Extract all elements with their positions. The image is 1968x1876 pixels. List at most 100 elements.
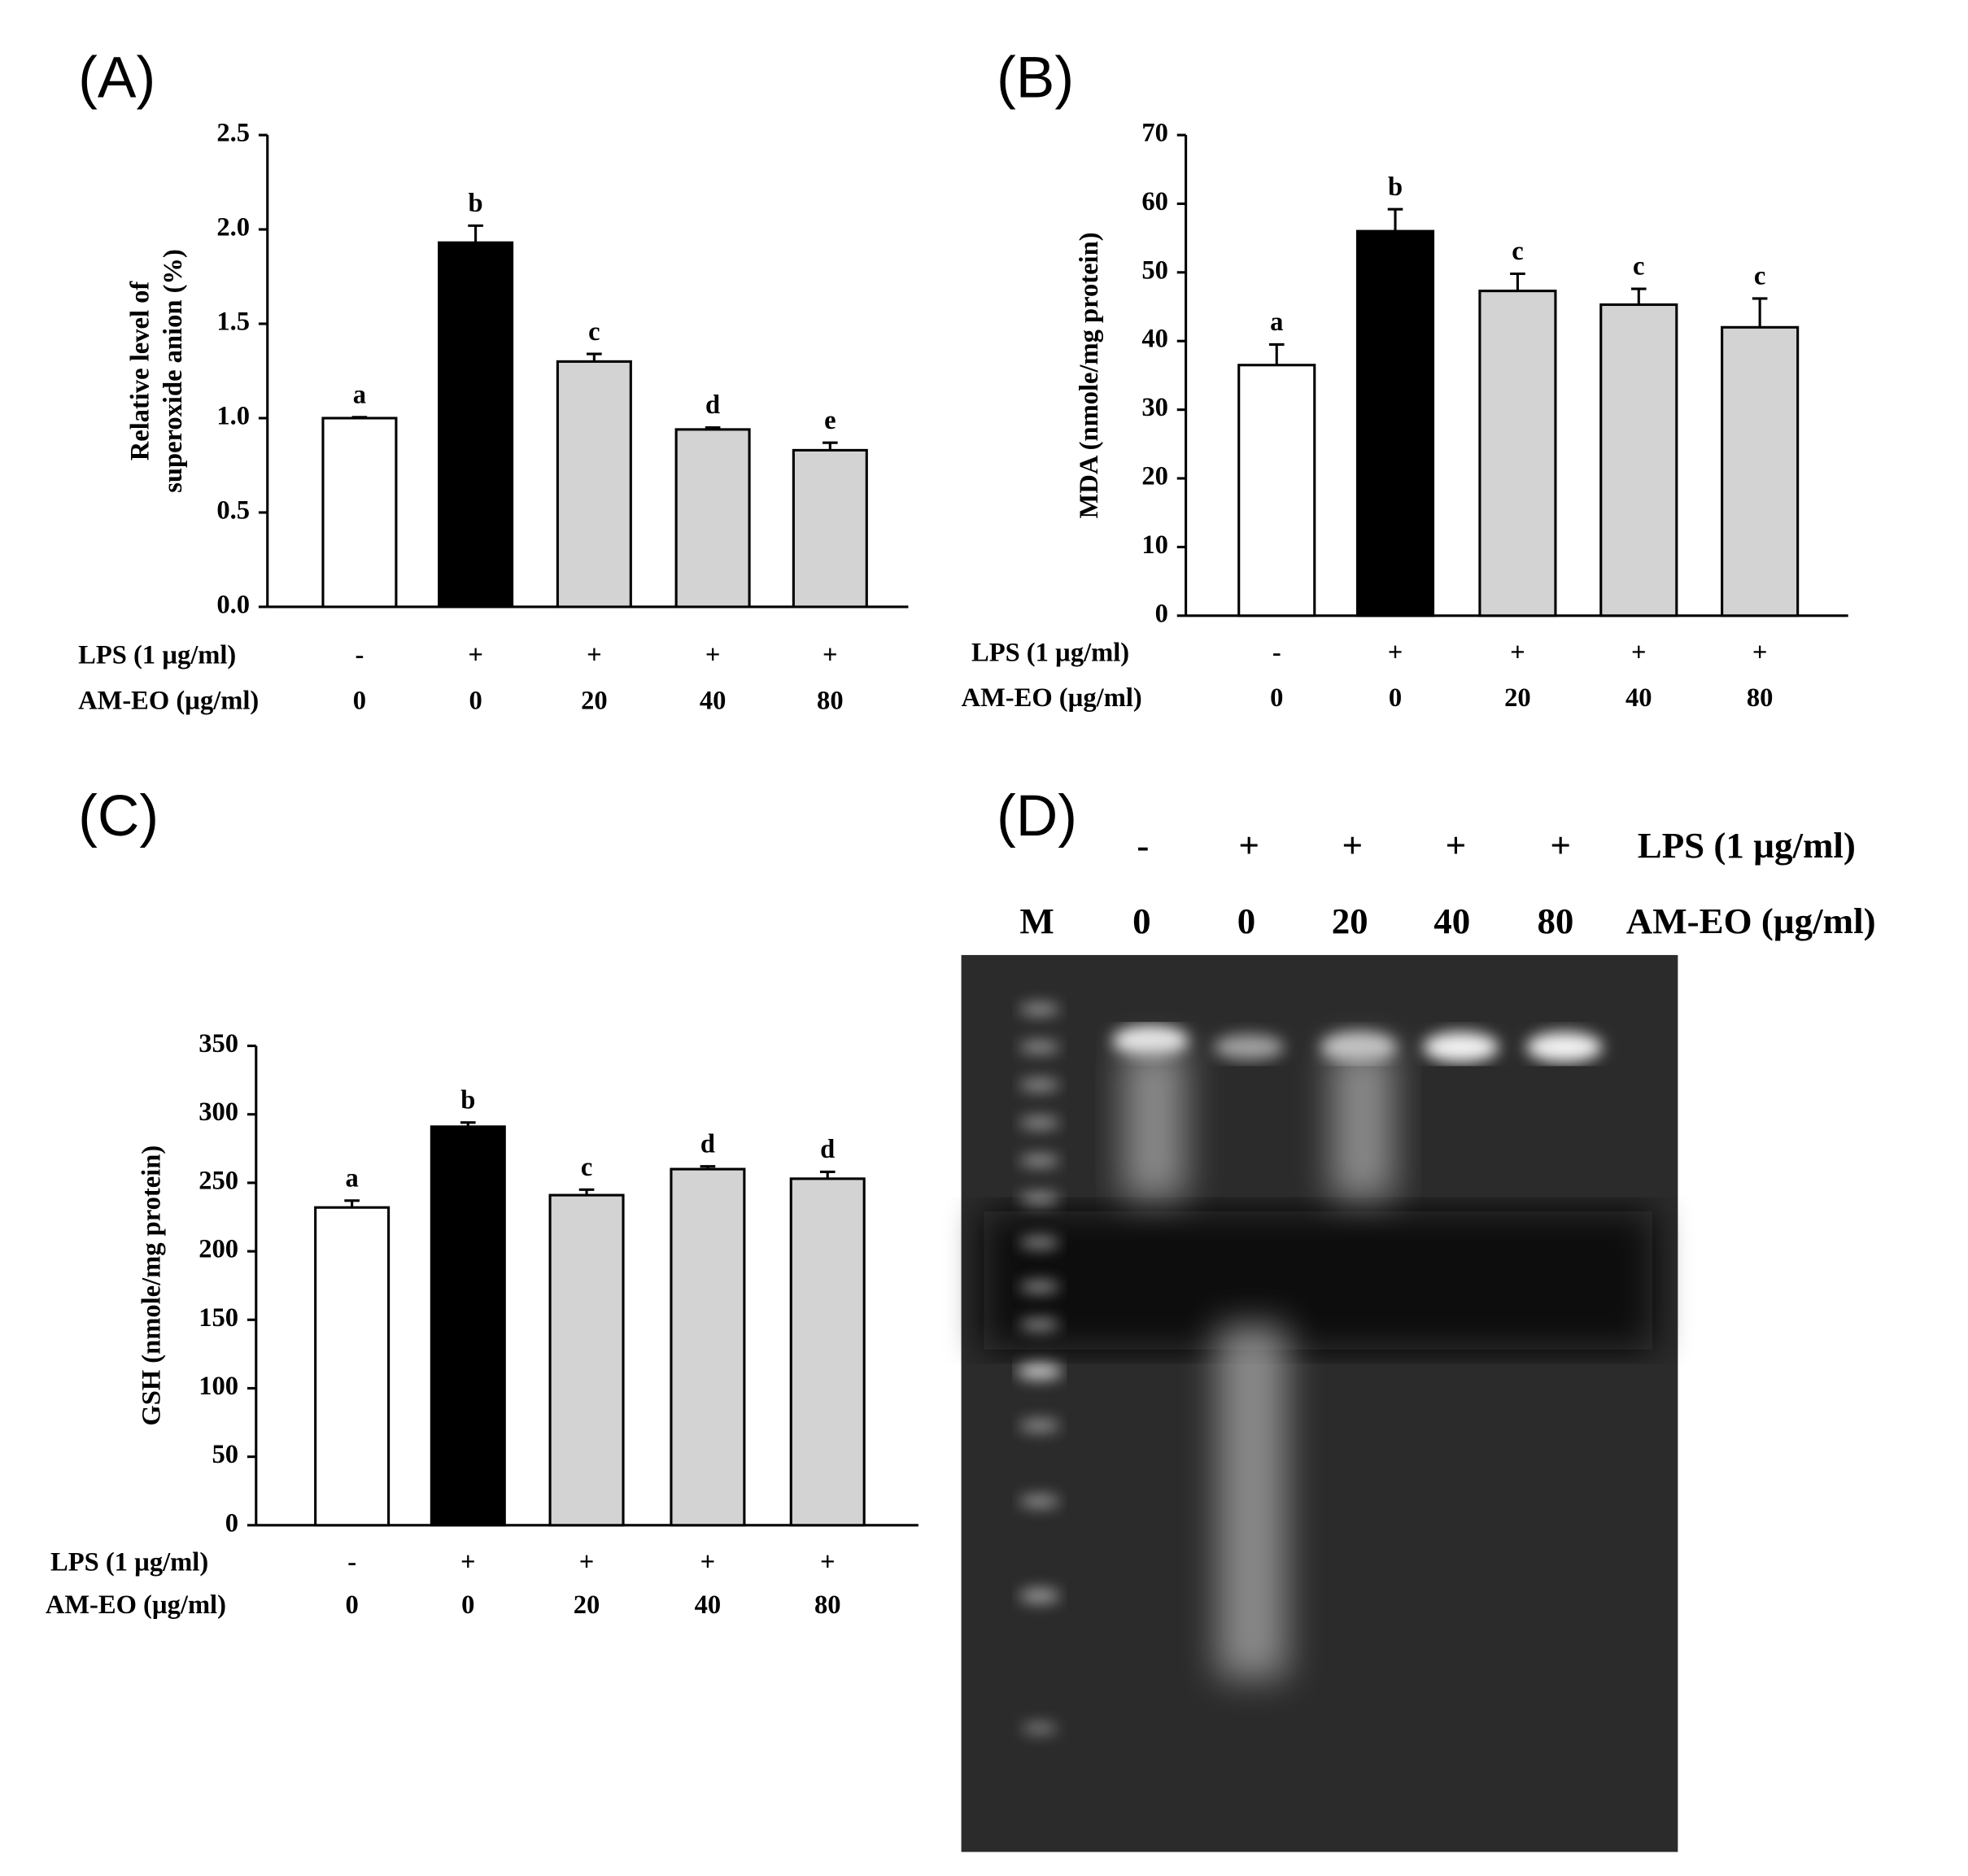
bar xyxy=(548,1193,625,1527)
lps-sign: + xyxy=(1342,825,1363,866)
y-tick-label: 250 xyxy=(199,1166,238,1195)
significance-letter: c xyxy=(1633,252,1644,281)
bar xyxy=(792,448,868,609)
significance-letter: b xyxy=(469,189,483,218)
y-tick-label: 1.5 xyxy=(216,307,250,336)
lps-sign: + xyxy=(1550,825,1571,866)
y-axis-label: Relative level of xyxy=(126,281,155,461)
bar xyxy=(1721,325,1800,617)
y-tick-label: 0.5 xyxy=(216,495,250,525)
y-tick-label: 20 xyxy=(1141,461,1168,491)
significance-letter: d xyxy=(705,390,720,420)
significance-letter: c xyxy=(1754,262,1765,291)
significance-letter: c xyxy=(581,1153,592,1182)
y-tick-label: 150 xyxy=(199,1303,238,1333)
lps-sign: + xyxy=(820,1547,836,1577)
row-label: LPS (1 µg/ml) xyxy=(78,640,236,670)
x-tick-label: 40 xyxy=(1625,683,1652,713)
lps-sign: - xyxy=(356,640,364,670)
x-tick-label: 80 xyxy=(814,1590,841,1620)
row-label: LPS (1 µg/ml) xyxy=(50,1547,208,1577)
significance-letter: b xyxy=(1388,172,1403,202)
significance-letter: a xyxy=(345,1163,358,1193)
lane-label: 80 xyxy=(1537,901,1573,941)
row-label: AM-EO (µg/ml) xyxy=(46,1590,226,1620)
gel-image xyxy=(961,954,1678,1852)
lps-sign: + xyxy=(1631,638,1647,667)
row-label: AM-EO (µg/ml) xyxy=(78,686,259,715)
significance-letter: c xyxy=(588,317,600,347)
panel-label: (A) xyxy=(78,46,155,111)
x-tick-label: 20 xyxy=(574,1590,600,1620)
row-label: AM-EO (µg/ml) xyxy=(962,683,1142,713)
lps-sign: + xyxy=(1510,638,1525,667)
significance-letter: b xyxy=(460,1086,475,1115)
lps-sign: + xyxy=(700,1547,716,1577)
bar xyxy=(674,428,751,609)
bar xyxy=(670,1167,746,1527)
row-label: LPS (1 µg/ml) xyxy=(1638,825,1856,866)
significance-letter: d xyxy=(700,1129,715,1158)
bar xyxy=(1599,303,1678,617)
lps-sign: + xyxy=(468,640,483,670)
significance-letter: a xyxy=(1270,308,1283,337)
x-tick-label: 20 xyxy=(581,686,608,715)
x-tick-label: 0 xyxy=(461,1590,474,1620)
lane-label: 0 xyxy=(1132,901,1150,941)
x-tick-label: 0 xyxy=(353,686,366,715)
y-tick-label: 350 xyxy=(199,1029,238,1058)
significance-letter: c xyxy=(1512,237,1523,266)
lps-sign: + xyxy=(1388,638,1403,667)
y-tick-label: 50 xyxy=(1141,255,1168,285)
y-tick-label: 50 xyxy=(212,1440,239,1469)
y-tick-label: 2.5 xyxy=(216,118,250,147)
x-tick-label: 0 xyxy=(1389,683,1402,713)
row-label: LPS (1 µg/ml) xyxy=(971,638,1129,667)
y-tick-label: 300 xyxy=(199,1097,238,1127)
significance-letter: d xyxy=(820,1135,835,1164)
bar xyxy=(438,241,514,609)
lps-sign: - xyxy=(1137,825,1149,866)
lane-label: 40 xyxy=(1433,901,1470,941)
x-tick-label: 0 xyxy=(345,1590,358,1620)
y-tick-label: 0 xyxy=(1155,599,1168,628)
bar xyxy=(1478,290,1557,617)
lps-sign: + xyxy=(1446,825,1467,866)
y-tick-label: 100 xyxy=(199,1372,238,1401)
x-tick-label: 40 xyxy=(700,686,727,715)
lps-sign: + xyxy=(705,640,721,670)
x-tick-label: 0 xyxy=(1270,683,1283,713)
y-axis-label: superoxide anion (%) xyxy=(159,249,188,493)
y-tick-label: 60 xyxy=(1141,187,1168,216)
x-tick-label: 40 xyxy=(695,1590,722,1620)
y-tick-label: 30 xyxy=(1141,393,1168,422)
significance-letter: a xyxy=(353,380,366,409)
lps-sign: - xyxy=(1272,638,1281,667)
lps-sign: + xyxy=(579,1547,595,1577)
lps-sign: - xyxy=(347,1547,356,1577)
x-tick-label: 20 xyxy=(1504,683,1531,713)
panel-label: (D) xyxy=(997,783,1077,849)
bar xyxy=(321,417,398,609)
y-tick-label: 1.0 xyxy=(216,401,250,430)
y-tick-label: 0.0 xyxy=(216,590,250,619)
y-tick-label: 2.0 xyxy=(216,212,250,242)
lps-sign: + xyxy=(823,640,838,670)
lane-label: M xyxy=(1019,901,1054,941)
x-tick-label: 0 xyxy=(469,686,482,715)
significance-letter: e xyxy=(824,406,836,435)
bar xyxy=(1355,229,1435,617)
row-label: AM-EO (µg/ml) xyxy=(1626,901,1876,941)
lane-label: 20 xyxy=(1332,901,1368,941)
y-axis-label: MDA (nmole/mg protein) xyxy=(1075,232,1104,518)
panel-label: (C) xyxy=(78,783,159,849)
panel-label: (B) xyxy=(997,46,1074,111)
bar xyxy=(314,1206,391,1527)
bar xyxy=(1237,364,1316,617)
bar xyxy=(789,1177,866,1527)
y-tick-label: 10 xyxy=(1141,530,1168,560)
y-tick-label: 70 xyxy=(1141,118,1168,147)
lps-sign: + xyxy=(1238,825,1259,866)
x-tick-label: 80 xyxy=(1747,683,1774,713)
